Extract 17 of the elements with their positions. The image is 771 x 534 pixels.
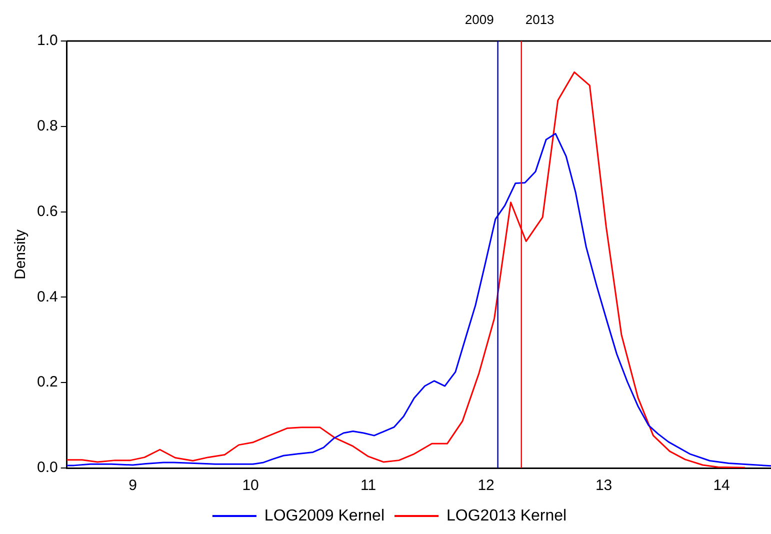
y-tick-label: 0.6 [36, 202, 58, 220]
text: 2013 [525, 12, 554, 28]
x-tick-label: 11 [360, 477, 376, 494]
x-tick-label: 13 [595, 477, 612, 494]
x-tick-label: 10 [242, 477, 259, 494]
x-tick-label: 9 [128, 477, 137, 494]
legend-label: LOG2009 Kernel [264, 507, 384, 524]
legend-label: LOG2013 Kernel [446, 507, 567, 524]
y-tick-label: 0.0 [36, 459, 58, 476]
y-tick-label: 1.0 [36, 32, 58, 50]
y-tick-label: 0.8 [36, 118, 58, 135]
x-tick-label: 14 [713, 477, 730, 494]
text: 2009 [464, 12, 494, 28]
y-axis-title: Density [12, 229, 30, 280]
y-tick-label: 0.4 [36, 288, 58, 306]
x-tick-label: 12 [478, 477, 494, 494]
y-tick-label: 0.2 [36, 374, 58, 391]
